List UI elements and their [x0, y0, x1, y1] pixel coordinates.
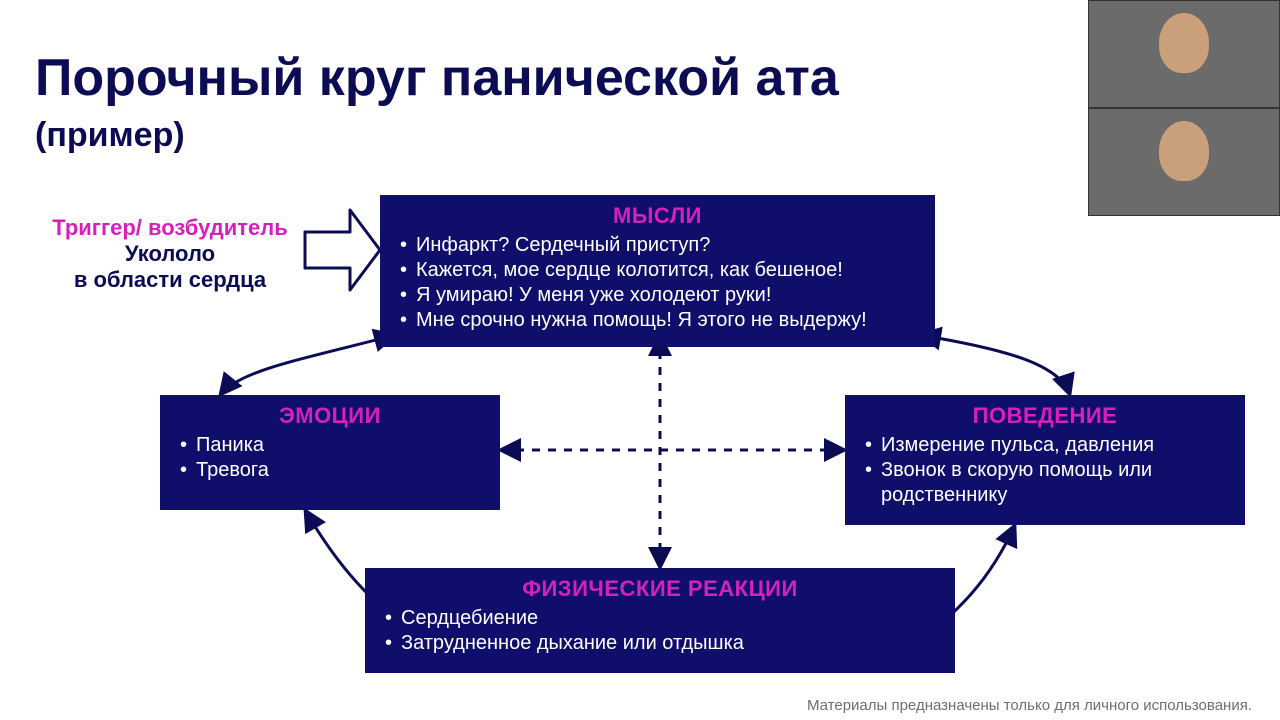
- box-item: Мне срочно нужна помощь! Я этого не выде…: [398, 308, 917, 333]
- box-item: Кажется, мое сердце колотится, как бешен…: [398, 258, 917, 283]
- box-item: Измерение пульса, давления: [863, 433, 1227, 458]
- box-item: Паника: [178, 433, 482, 458]
- box-item: Я умираю! У меня уже холодеют руки!: [398, 283, 917, 308]
- box-item: Сердцебиение: [383, 606, 937, 631]
- thoughts-box: МЫСЛИ Инфаркт? Сердечный приступ?Кажется…: [380, 195, 935, 347]
- behavior-box: ПОВЕДЕНИЕ Измерение пульса, давленияЗвон…: [845, 395, 1245, 525]
- emotions-header: ЭМОЦИИ: [178, 403, 482, 429]
- behavior-list: Измерение пульса, давленияЗвонок в скору…: [863, 433, 1227, 508]
- box-item: Инфаркт? Сердечный приступ?: [398, 233, 917, 258]
- emotions-list: ПаникаТревога: [178, 433, 482, 483]
- footer-note: Материалы предназначены только для лично…: [807, 697, 1252, 714]
- physical-box: ФИЗИЧЕСКИЕ РЕАКЦИИ СердцебиениеЗатруднен…: [365, 568, 955, 673]
- behavior-header: ПОВЕДЕНИЕ: [863, 403, 1227, 429]
- physical-list: СердцебиениеЗатрудненное дыхание или отд…: [383, 606, 937, 656]
- box-item: Тревога: [178, 458, 482, 483]
- box-item: Затрудненное дыхание или отдышка: [383, 631, 937, 656]
- physical-header: ФИЗИЧЕСКИЕ РЕАКЦИИ: [383, 576, 937, 602]
- thoughts-header: МЫСЛИ: [398, 203, 917, 229]
- box-item: Звонок в скорую помощь или родственнику: [863, 458, 1227, 508]
- emotions-box: ЭМОЦИИ ПаникаТревога: [160, 395, 500, 510]
- thoughts-list: Инфаркт? Сердечный приступ?Кажется, мое …: [398, 233, 917, 333]
